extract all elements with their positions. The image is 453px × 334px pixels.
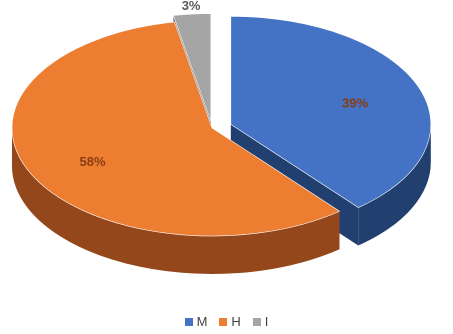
legend-item-h: H	[219, 314, 241, 329]
pie-tops	[11, 13, 432, 237]
pie-slice-m-rim	[358, 124, 431, 246]
legend-item-m: M	[184, 314, 208, 329]
legend-swatch-h	[219, 317, 228, 326]
pie-slice-i	[172, 13, 212, 122]
legend-swatch-i	[252, 317, 261, 326]
legend-label-h: H	[231, 314, 241, 329]
data-label-m: 39%	[342, 96, 368, 111]
legend-label-m: M	[196, 314, 208, 329]
pie-slice-h	[11, 21, 341, 237]
legend-item-i: I	[252, 314, 269, 329]
pie-slice-m	[230, 16, 432, 208]
legend-swatch-m	[184, 317, 193, 326]
data-label-h: 58%	[80, 154, 106, 169]
pie-slice-h-rim	[12, 128, 340, 274]
legend-label-i: I	[264, 314, 269, 329]
data-label-i: 3%	[182, 0, 201, 13]
pie-labels: 39% 58% 3%	[80, 0, 369, 169]
